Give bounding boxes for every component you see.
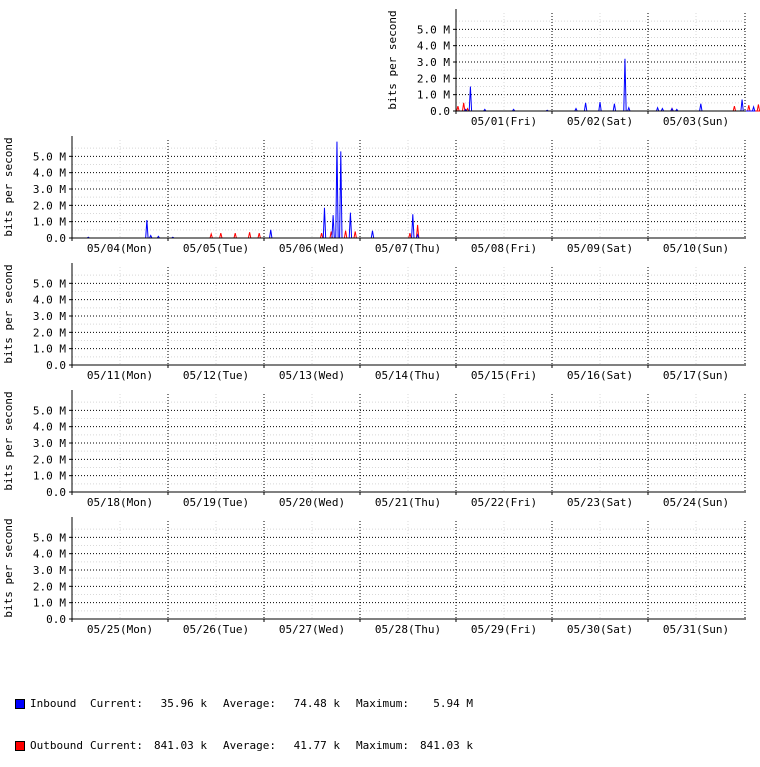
legend-row-outbound: Outbound Current: 841.03 k Average: 41.7…: [15, 739, 473, 753]
x-tick-label: 05/10(Sun): [663, 242, 729, 255]
y-tick-label: 4.0 M: [417, 40, 450, 53]
y-axis-label: bits per second: [2, 137, 15, 236]
x-tick-label: 05/28(Thu): [375, 623, 441, 636]
y-axis-label: bits per second: [2, 518, 15, 617]
x-tick-label: 05/23(Sat): [567, 496, 633, 509]
y-tick-label: 4.0 M: [33, 167, 66, 180]
x-tick-label: 05/19(Tue): [183, 496, 249, 509]
y-tick-label: 0.0: [430, 105, 450, 118]
y-tick-label: 3.0 M: [33, 564, 66, 577]
x-tick-label: 05/04(Mon): [87, 242, 153, 255]
x-tick-label: 05/20(Wed): [279, 496, 345, 509]
x-tick-label: 05/18(Mon): [87, 496, 153, 509]
y-tick-label: 2.0 M: [33, 326, 66, 339]
inbound-swatch: [15, 699, 25, 709]
legend-average-value: 74.48 k: [293, 697, 340, 710]
y-tick-label: 2.0 M: [33, 453, 66, 466]
outbound-swatch: [15, 741, 25, 751]
legend-maximum-label: Maximum:: [355, 697, 409, 710]
y-tick-label: 3.0 M: [33, 437, 66, 450]
x-tick-label: 05/17(Sun): [663, 369, 729, 382]
legend: Inbound Current: 35.96 k Average: 74.48 …: [15, 669, 473, 767]
outbound-series-line: [72, 224, 745, 239]
y-tick-label: 4.0 M: [33, 421, 66, 434]
y-tick-label: 1.0 M: [33, 343, 66, 356]
legend-series-name: Inbound: [30, 697, 77, 710]
inbound-series-line: [456, 58, 756, 112]
y-tick-label: 1.0 M: [33, 470, 66, 483]
y-axis-label: bits per second: [386, 10, 399, 109]
x-tick-label: 05/08(Fri): [471, 242, 537, 255]
legend-average-label: Average:: [222, 697, 276, 710]
y-tick-label: 1.0 M: [33, 216, 66, 229]
x-tick-label: 05/01(Fri): [471, 115, 537, 128]
x-tick-label: 05/14(Thu): [375, 369, 441, 382]
x-tick-label: 05/29(Fri): [471, 623, 537, 636]
y-tick-label: 5.0 M: [33, 150, 66, 163]
y-tick-label: 5.0 M: [417, 23, 450, 36]
y-tick-label: 5.0 M: [33, 531, 66, 544]
legend-current-value: 841.03 k: [154, 739, 207, 752]
y-axis-label: bits per second: [2, 391, 15, 490]
x-tick-label: 05/30(Sat): [567, 623, 633, 636]
traffic-chart: 0.0 1.0 M 2.0 M 3.0 M 4.0 M 5.0 M 05/01(Fri) 05…: [2, 9, 760, 636]
y-tick-label: 1.0 M: [33, 597, 66, 610]
legend-average-label: Average:: [222, 739, 276, 752]
y-tick-label: 2.0 M: [33, 580, 66, 593]
legend-average-value: 41.77 k: [293, 739, 340, 752]
x-tick-label: 05/21(Thu): [375, 496, 441, 509]
x-tick-label: 05/13(Wed): [279, 369, 345, 382]
y-tick-label: 5.0 M: [33, 404, 66, 417]
y-tick-label: 5.0 M: [33, 277, 66, 290]
x-tick-label: 05/12(Tue): [183, 369, 249, 382]
x-tick-label: 05/27(Wed): [279, 623, 345, 636]
legend-current-label: Current:: [90, 697, 143, 710]
x-tick-label: 05/24(Sun): [663, 496, 729, 509]
y-tick-label: 2.0 M: [33, 199, 66, 212]
legend-maximum-label: Maximum:: [355, 739, 409, 752]
x-tick-label: 05/16(Sat): [567, 369, 633, 382]
legend-current-value: 35.96 k: [160, 697, 207, 710]
y-tick-label: 0.0: [46, 359, 66, 372]
x-tick-label: 05/31(Sun): [663, 623, 729, 636]
x-tick-label: 05/02(Sat): [567, 115, 633, 128]
y-tick-label: 3.0 M: [33, 183, 66, 196]
x-tick-label: 05/11(Mon): [87, 369, 153, 382]
legend-current-label: Current:: [90, 739, 143, 752]
outbound-series-line: [456, 102, 760, 112]
y-tick-label: 0.0: [46, 486, 66, 499]
legend-series-name: Outbound: [30, 739, 83, 752]
y-tick-label: 2.0 M: [417, 72, 450, 85]
x-tick-label: 05/09(Sat): [567, 242, 633, 255]
y-tick-label: 3.0 M: [33, 310, 66, 323]
y-tick-label: 0.0: [46, 232, 66, 245]
x-tick-label: 05/22(Fri): [471, 496, 537, 509]
x-tick-label: 05/03(Sun): [663, 115, 729, 128]
x-tick-label: 05/05(Tue): [183, 242, 249, 255]
x-tick-label: 05/25(Mon): [87, 623, 153, 636]
y-tick-label: 1.0 M: [417, 89, 450, 102]
y-tick-label: 0.0: [46, 613, 66, 626]
y-axis-label: bits per second: [2, 264, 15, 363]
legend-row-inbound: Inbound Current: 35.96 k Average: 74.48 …: [15, 697, 473, 711]
y-tick-label: 4.0 M: [33, 548, 66, 561]
legend-maximum-value: 5.94 M: [433, 697, 473, 710]
x-tick-label: 05/26(Tue): [183, 623, 249, 636]
y-tick-label: 3.0 M: [417, 56, 450, 69]
legend-maximum-value: 841.03 k: [419, 739, 473, 752]
y-tick-label: 4.0 M: [33, 294, 66, 307]
x-tick-label: 05/15(Fri): [471, 369, 537, 382]
x-tick-label: 05/07(Thu): [375, 242, 441, 255]
x-tick-label: 05/06(Wed): [279, 242, 345, 255]
